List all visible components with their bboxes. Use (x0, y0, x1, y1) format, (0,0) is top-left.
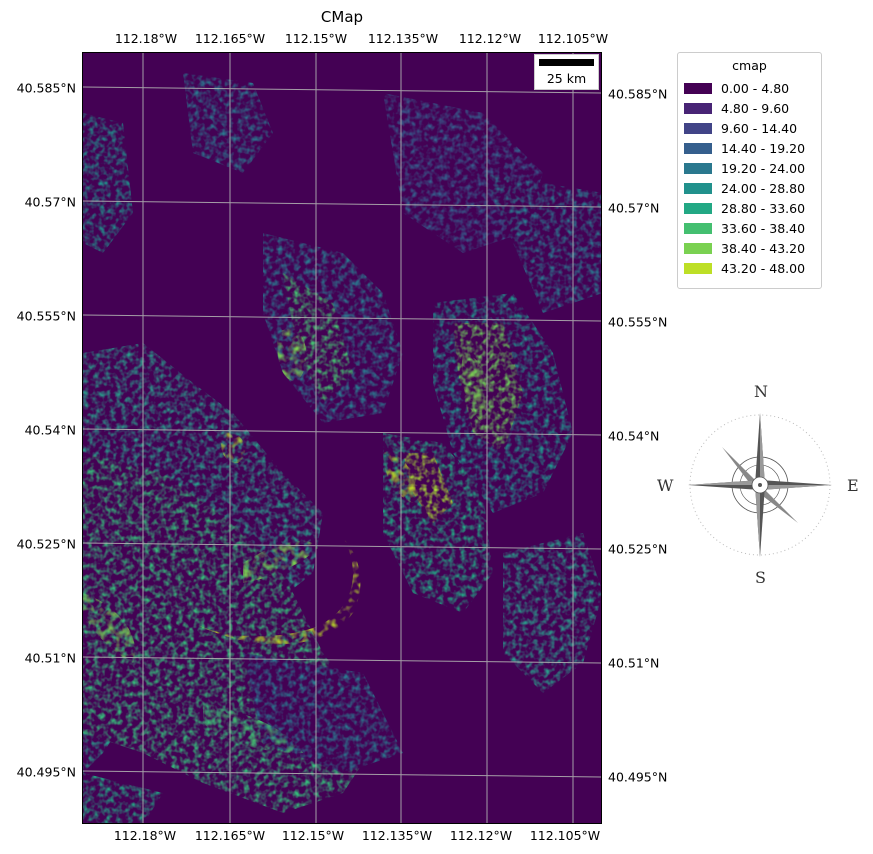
lat-tick-left: 40.525°N (17, 537, 76, 552)
lon-tick-top: 112.12°W (459, 31, 521, 46)
vegetation-patches (83, 73, 602, 824)
compass-rose: N S E W (655, 380, 865, 590)
legend-swatch (684, 123, 712, 134)
legend-label: 0.00 - 4.80 (721, 81, 789, 96)
compass-icon (655, 380, 865, 590)
map-title: CMap (82, 8, 602, 26)
legend-label: 24.00 - 28.80 (721, 181, 805, 196)
legend-label: 28.80 - 33.60 (721, 201, 805, 216)
lon-tick-bottom: 112.135°W (362, 828, 432, 843)
legend-item: 43.20 - 48.00 (684, 259, 805, 277)
legend-label: 19.20 - 24.00 (721, 161, 805, 176)
legend-swatch (684, 243, 712, 254)
legend-item: 24.00 - 28.80 (684, 179, 805, 197)
legend-swatch (684, 223, 712, 234)
lon-tick-top: 112.15°W (285, 31, 347, 46)
lat-tick-right: 40.585°N (608, 87, 667, 102)
legend-label: 43.20 - 48.00 (721, 261, 805, 276)
lat-tick-right: 40.555°N (608, 315, 667, 330)
legend-label: 33.60 - 38.40 (721, 221, 805, 236)
lat-tick-right: 40.51°N (608, 656, 659, 671)
compass-west-label: W (657, 476, 673, 495)
lat-tick-left: 40.585°N (17, 81, 76, 96)
lon-tick-top: 112.165°W (195, 31, 265, 46)
legend-item: 38.40 - 43.20 (684, 239, 805, 257)
lon-tick-bottom: 112.15°W (282, 828, 344, 843)
lon-tick-top: 112.105°W (538, 31, 608, 46)
scale-bar-segment (539, 59, 594, 66)
legend-item: 33.60 - 38.40 (684, 219, 805, 237)
lat-tick-right: 40.54°N (608, 429, 659, 444)
scale-bar: 25 km (534, 54, 599, 90)
lon-tick-bottom: 112.165°W (195, 828, 265, 843)
legend-item: 28.80 - 33.60 (684, 199, 805, 217)
legend: cmap 0.00 - 4.80 4.80 - 9.60 9.60 - 14.4… (677, 52, 822, 289)
legend-item: 0.00 - 4.80 (684, 79, 789, 97)
lon-tick-top: 112.18°W (115, 31, 177, 46)
legend-swatch (684, 163, 712, 174)
compass-south-label: S (755, 568, 766, 587)
scale-bar-label: 25 km (535, 71, 598, 86)
legend-swatch (684, 263, 712, 274)
compass-north-label: N (754, 382, 768, 401)
lat-tick-left: 40.51°N (25, 651, 76, 666)
lat-tick-left: 40.555°N (17, 309, 76, 324)
legend-item: 19.20 - 24.00 (684, 159, 805, 177)
lon-tick-bottom: 112.12°W (450, 828, 512, 843)
legend-swatch (684, 143, 712, 154)
legend-swatch (684, 83, 712, 94)
legend-title: cmap (678, 58, 821, 73)
legend-swatch (684, 203, 712, 214)
lat-tick-right: 40.495°N (608, 770, 667, 785)
lon-tick-bottom: 112.18°W (114, 828, 176, 843)
legend-label: 14.40 - 19.20 (721, 141, 805, 156)
legend-label: 4.80 - 9.60 (721, 101, 789, 116)
lat-tick-right: 40.57°N (608, 201, 659, 216)
lat-tick-left: 40.54°N (25, 423, 76, 438)
lat-tick-left: 40.495°N (17, 765, 76, 780)
legend-label: 9.60 - 14.40 (721, 121, 797, 136)
legend-swatch (684, 183, 712, 194)
legend-item: 9.60 - 14.40 (684, 119, 797, 137)
lon-tick-bottom: 112.105°W (530, 828, 600, 843)
lat-tick-left: 40.57°N (25, 195, 76, 210)
lon-tick-top: 112.135°W (368, 31, 438, 46)
legend-label: 38.40 - 43.20 (721, 241, 805, 256)
compass-east-label: E (847, 476, 859, 495)
legend-swatch (684, 103, 712, 114)
raster-layer (83, 53, 602, 824)
legend-item: 14.40 - 19.20 (684, 139, 805, 157)
legend-item: 4.80 - 9.60 (684, 99, 789, 117)
raster-map[interactable] (82, 52, 602, 824)
